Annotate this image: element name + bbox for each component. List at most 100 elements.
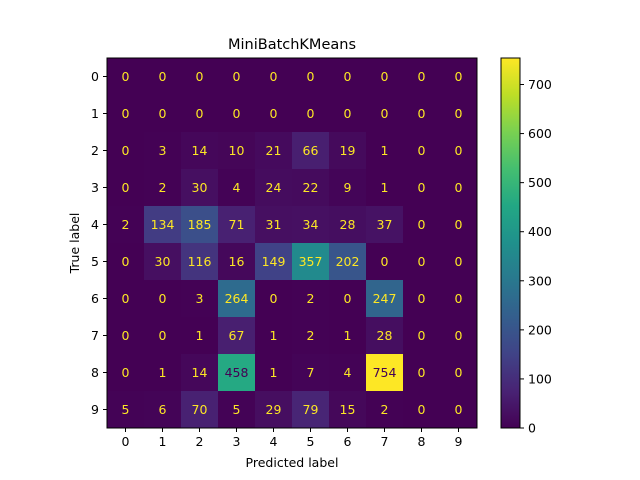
cell-value-label: 2 bbox=[307, 328, 315, 343]
cell-value-label: 14 bbox=[192, 143, 208, 158]
colorbar-tick-label: 700 bbox=[528, 77, 552, 92]
heatmap-cell bbox=[403, 206, 441, 244]
heatmap-cell bbox=[218, 317, 256, 355]
heatmap-cell bbox=[366, 391, 404, 429]
x-tick-label: 8 bbox=[418, 434, 426, 449]
cell-value-label: 0 bbox=[122, 143, 130, 158]
cell-value-label: 0 bbox=[122, 106, 130, 121]
cell-value-label: 0 bbox=[307, 69, 315, 84]
cell-value-label: 29 bbox=[266, 402, 282, 417]
cell-value-label: 0 bbox=[381, 106, 389, 121]
cell-value-label: 202 bbox=[336, 254, 360, 269]
cell-value-label: 0 bbox=[455, 143, 463, 158]
cell-value-label: 3 bbox=[196, 291, 204, 306]
cell-value-label: 0 bbox=[307, 106, 315, 121]
y-tick-label: 4 bbox=[91, 217, 99, 232]
cell-value-label: 2 bbox=[159, 180, 167, 195]
cell-value-label: 0 bbox=[196, 69, 204, 84]
heatmap-cell bbox=[181, 317, 219, 355]
heatmap-cell bbox=[107, 280, 145, 318]
heatmap-cell bbox=[218, 206, 256, 244]
x-tick-label: 2 bbox=[196, 434, 204, 449]
heatmap-cell bbox=[292, 206, 330, 244]
x-tick-label: 9 bbox=[455, 434, 463, 449]
heatmap-cell bbox=[292, 58, 330, 96]
cell-value-label: 1 bbox=[196, 328, 204, 343]
x-tick-label: 1 bbox=[159, 434, 167, 449]
heatmap-cell bbox=[218, 243, 256, 281]
x-axis-ticks: 0 1 2 3 4 5 6 7 8 9 bbox=[122, 428, 463, 449]
heatmap-cell bbox=[181, 354, 219, 392]
heatmap-cell bbox=[329, 354, 367, 392]
cell-value-label: 0 bbox=[455, 291, 463, 306]
cell-value-label: 0 bbox=[418, 69, 426, 84]
cell-value-label: 9 bbox=[344, 180, 352, 195]
heatmap-cell bbox=[366, 169, 404, 207]
heatmap-cell bbox=[181, 58, 219, 96]
heatmap-cell bbox=[181, 243, 219, 281]
cell-value-label: 71 bbox=[229, 217, 245, 232]
heatmap-cell bbox=[218, 169, 256, 207]
cell-value-label: 0 bbox=[233, 69, 241, 84]
heatmap-cell bbox=[255, 132, 293, 170]
heatmap-cell bbox=[440, 206, 478, 244]
cell-value-label: 0 bbox=[418, 402, 426, 417]
heatmap-cell bbox=[181, 206, 219, 244]
y-tick-label: 6 bbox=[91, 291, 99, 306]
cell-value-label: 0 bbox=[418, 143, 426, 158]
heatmap-cell bbox=[255, 354, 293, 392]
heatmap-cell bbox=[255, 243, 293, 281]
heatmap-cell bbox=[403, 243, 441, 281]
heatmap-cell bbox=[218, 132, 256, 170]
cell-value-label: 264 bbox=[225, 291, 249, 306]
heatmap-cell bbox=[440, 280, 478, 318]
heatmap-cell bbox=[366, 132, 404, 170]
colorbar-tick-label: 0 bbox=[528, 421, 536, 436]
cell-value-label: 0 bbox=[159, 328, 167, 343]
cell-value-label: 16 bbox=[229, 254, 245, 269]
chart-title: MiniBatchKMeans bbox=[228, 37, 356, 53]
heatmap-cell bbox=[181, 391, 219, 429]
cell-value-label: 0 bbox=[122, 291, 130, 306]
heatmap-cell bbox=[144, 243, 182, 281]
cell-value-label: 754 bbox=[373, 365, 397, 380]
cell-value-label: 31 bbox=[266, 217, 282, 232]
cell-value-label: 5 bbox=[233, 402, 241, 417]
heatmap-cell bbox=[144, 206, 182, 244]
heatmap-cell bbox=[329, 280, 367, 318]
heatmap-cell bbox=[366, 317, 404, 355]
heatmap-cell bbox=[403, 280, 441, 318]
heatmap-cell bbox=[440, 391, 478, 429]
heatmap-cell bbox=[440, 354, 478, 392]
heatmap-cell bbox=[255, 58, 293, 96]
cell-value-label: 149 bbox=[262, 254, 286, 269]
cell-value-label: 1 bbox=[381, 143, 389, 158]
cell-value-label: 185 bbox=[188, 217, 212, 232]
heatmap-cell bbox=[292, 132, 330, 170]
heatmap-cell bbox=[329, 58, 367, 96]
heatmap-cell bbox=[403, 317, 441, 355]
heatmap-cell bbox=[181, 169, 219, 207]
cell-value-label: 22 bbox=[303, 180, 319, 195]
heatmap-cell bbox=[366, 354, 404, 392]
cell-value-label: 37 bbox=[377, 217, 393, 232]
cell-value-label: 1 bbox=[344, 328, 352, 343]
heatmap-cell bbox=[329, 132, 367, 170]
cell-value-label: 0 bbox=[233, 106, 241, 121]
cell-value-label: 1 bbox=[159, 365, 167, 380]
cell-value-label: 0 bbox=[381, 69, 389, 84]
cell-value-label: 134 bbox=[151, 217, 175, 232]
heatmap-cell bbox=[144, 169, 182, 207]
y-tick-label: 8 bbox=[91, 365, 99, 380]
cell-value-label: 0 bbox=[270, 106, 278, 121]
heatmap-cell bbox=[107, 354, 145, 392]
heatmap-cell bbox=[255, 280, 293, 318]
cell-value-label: 0 bbox=[122, 328, 130, 343]
x-tick-label: 3 bbox=[233, 434, 241, 449]
cell-value-label: 0 bbox=[418, 217, 426, 232]
heatmap-cell bbox=[366, 58, 404, 96]
heatmap-cell bbox=[144, 391, 182, 429]
heatmap-cell bbox=[403, 169, 441, 207]
heatmap-cell bbox=[144, 132, 182, 170]
heatmap-cell bbox=[440, 243, 478, 281]
